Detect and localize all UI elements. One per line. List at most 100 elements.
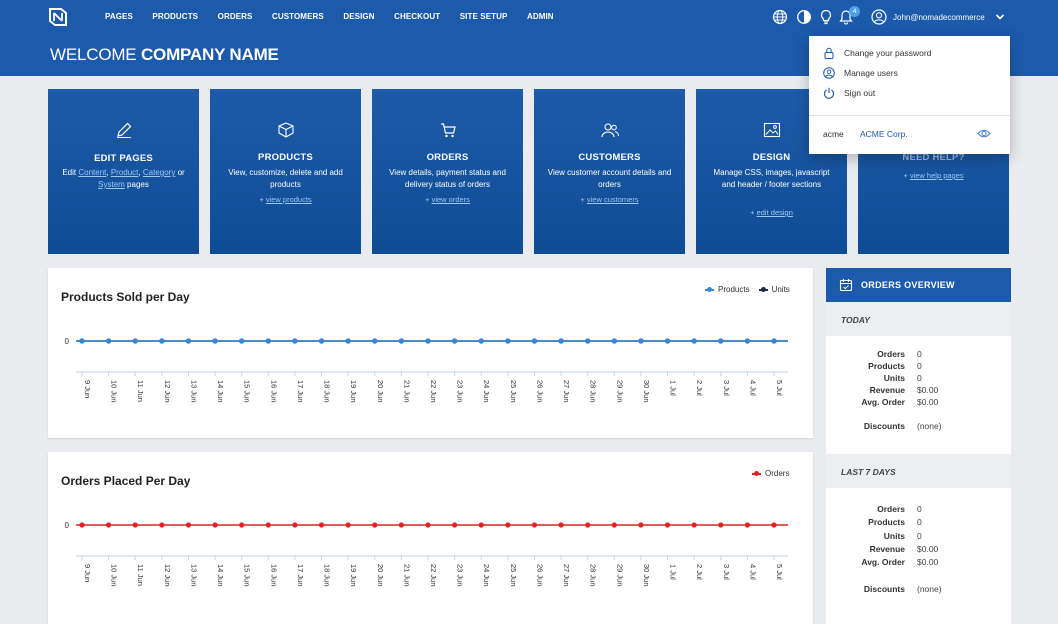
manage-users-item[interactable]: Manage users <box>823 67 898 79</box>
data-point-orders[interactable] <box>505 522 511 528</box>
data-point-orders[interactable] <box>452 522 458 528</box>
data-point-orders[interactable] <box>159 522 165 528</box>
data-point-products[interactable] <box>664 338 671 344</box>
view-products-link[interactable]: + view products <box>210 195 361 204</box>
data-point-orders[interactable] <box>292 522 298 528</box>
globe-icon[interactable] <box>772 9 788 25</box>
stat-label: Units <box>883 373 905 383</box>
data-point-products[interactable] <box>292 338 298 344</box>
data-point-orders[interactable] <box>771 522 777 528</box>
data-point-orders[interactable] <box>106 522 112 528</box>
nav-pages[interactable]: PAGES <box>105 12 133 21</box>
data-point-products[interactable] <box>106 338 112 344</box>
data-point-orders[interactable] <box>318 522 325 528</box>
data-point-products[interactable] <box>185 338 192 344</box>
legend-label-orders[interactable]: Orders <box>765 469 790 478</box>
data-point-products[interactable] <box>398 338 404 344</box>
data-point-orders[interactable] <box>425 522 431 528</box>
data-point-products[interactable] <box>478 338 484 344</box>
nav-customers[interactable]: CUSTOMERS <box>271 12 324 21</box>
today-units-row: Units 0 <box>826 373 1011 385</box>
data-point-orders[interactable] <box>691 522 697 528</box>
contrast-icon[interactable] <box>796 9 812 25</box>
data-point-orders[interactable] <box>265 522 271 528</box>
data-point-products[interactable] <box>585 338 591 344</box>
change-password-item[interactable]: Change your password <box>823 47 931 59</box>
data-point-products[interactable] <box>691 338 697 344</box>
edit-design-link[interactable]: + edit design <box>696 208 847 217</box>
nav-orders[interactable]: ORDERS <box>217 12 253 21</box>
data-point-orders[interactable] <box>478 522 484 528</box>
data-point-orders[interactable] <box>638 522 644 528</box>
link-text[interactable]: view orders <box>431 195 470 204</box>
legend-label-units[interactable]: Units <box>771 285 790 294</box>
legend-swatch <box>705 286 714 292</box>
data-point-orders[interactable] <box>239 522 245 528</box>
nav-site-setup[interactable]: SITE SETUP <box>459 12 508 21</box>
data-point-products[interactable] <box>505 338 511 344</box>
category-link[interactable]: Category <box>142 168 176 177</box>
data-point-products[interactable] <box>239 338 245 344</box>
data-point-products[interactable] <box>212 338 218 344</box>
user-menu-toggle[interactable]: John@nomadecommerce <box>871 9 1005 25</box>
product-link[interactable]: Product <box>110 168 139 177</box>
company-link[interactable]: ACME Corp. <box>860 129 908 139</box>
data-point-orders[interactable] <box>558 522 564 528</box>
view-orders-link[interactable]: + view orders <box>372 195 523 204</box>
data-point-orders[interactable] <box>718 522 724 528</box>
data-point-orders[interactable] <box>531 522 538 528</box>
view-help-link[interactable]: + view help pages <box>858 171 1009 180</box>
data-point-products[interactable] <box>318 338 325 344</box>
view-customers-link[interactable]: + view customers <box>534 195 685 204</box>
data-point-orders[interactable] <box>212 522 218 528</box>
data-point-orders[interactable] <box>372 522 378 528</box>
bell-icon[interactable] <box>838 9 854 25</box>
data-point-orders[interactable] <box>185 522 192 528</box>
data-point-products[interactable] <box>132 338 138 344</box>
system-link[interactable]: System <box>98 180 125 189</box>
logo-icon[interactable] <box>47 7 69 27</box>
link-text[interactable]: view help pages <box>909 171 964 180</box>
content-link[interactable]: Content <box>78 168 107 177</box>
nav-admin[interactable]: ADMIN <box>526 12 554 21</box>
data-point-orders[interactable] <box>611 522 617 528</box>
data-point-orders[interactable] <box>585 522 591 528</box>
card-orders[interactable]: ORDERS View details, payment status and … <box>372 89 523 254</box>
data-point-products[interactable] <box>744 338 750 344</box>
nav-products[interactable]: PRODUCTS <box>152 12 199 21</box>
data-point-products[interactable] <box>771 338 777 344</box>
x-tick-label: 11 Jun <box>136 564 145 586</box>
data-point-orders[interactable] <box>398 522 404 528</box>
legend-label-products[interactable]: Products <box>718 285 750 294</box>
link-text[interactable]: view products <box>265 195 312 204</box>
link-text[interactable]: view customers <box>586 195 639 204</box>
card-products[interactable]: PRODUCTS View, customize, delete and add… <box>210 89 361 254</box>
data-point-products[interactable] <box>265 338 271 344</box>
nav-design[interactable]: DESIGN <box>343 12 375 21</box>
data-point-orders[interactable] <box>79 522 85 528</box>
sign-out-item[interactable]: Sign out <box>823 87 875 99</box>
data-point-orders[interactable] <box>345 522 351 528</box>
data-point-products[interactable] <box>558 338 564 344</box>
x-tick-label: 23 Jun <box>456 380 465 403</box>
data-point-orders[interactable] <box>132 522 138 528</box>
data-point-products[interactable] <box>79 338 85 344</box>
nav-checkout[interactable]: CHECKOUT <box>394 12 441 21</box>
card-edit-pages[interactable]: EDIT PAGES Edit Content, Product, Catego… <box>48 89 199 254</box>
data-point-orders[interactable] <box>664 522 671 528</box>
data-point-products[interactable] <box>372 338 378 344</box>
data-point-products[interactable] <box>531 338 538 344</box>
link-text[interactable]: edit design <box>756 208 793 217</box>
eye-icon[interactable] <box>977 128 991 139</box>
data-point-orders[interactable] <box>744 522 750 528</box>
data-point-products[interactable] <box>452 338 458 344</box>
section-label: LAST 7 DAYS <box>841 467 896 477</box>
data-point-products[interactable] <box>345 338 351 344</box>
data-point-products[interactable] <box>638 338 644 344</box>
lightbulb-icon[interactable] <box>818 9 834 25</box>
card-customers[interactable]: CUSTOMERS View customer account details … <box>534 89 685 254</box>
data-point-products[interactable] <box>159 338 165 344</box>
data-point-products[interactable] <box>611 338 617 344</box>
data-point-products[interactable] <box>425 338 431 344</box>
data-point-products[interactable] <box>718 338 724 344</box>
